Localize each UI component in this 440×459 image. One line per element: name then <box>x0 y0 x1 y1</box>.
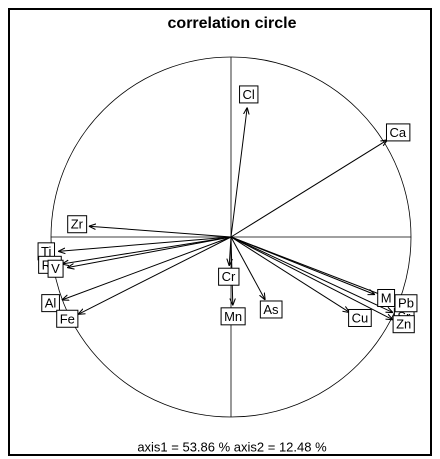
subtitle: axis1 = 53.86 % axis2 = 12.48 % <box>137 439 327 454</box>
arrow <box>230 236 395 300</box>
label-box <box>259 300 283 319</box>
arrow-label: Al <box>45 296 57 311</box>
arrow-label: Cu <box>352 310 369 325</box>
label-box <box>239 85 259 104</box>
label-box <box>218 267 240 286</box>
arrow-label: V <box>51 261 60 276</box>
arrow-label: Zr <box>71 217 84 232</box>
arrow-label: Fe <box>60 311 75 326</box>
arrow <box>62 236 232 264</box>
label-box <box>47 259 64 278</box>
arrow <box>230 140 388 238</box>
arrow-label: Pb <box>398 296 414 311</box>
arrow-label: Cr <box>222 269 236 284</box>
label-box <box>392 315 415 334</box>
arrow-label: Ca <box>389 125 406 140</box>
arrow <box>230 107 247 238</box>
arrow <box>58 236 232 251</box>
arrow <box>230 236 265 300</box>
arrow <box>230 236 350 313</box>
label-box <box>56 309 79 328</box>
arrow-label: Zn <box>396 317 411 332</box>
arrow-label: Mn <box>224 309 242 324</box>
arrow <box>67 236 232 268</box>
arrow-label: Cl <box>243 87 255 102</box>
label-box <box>67 215 88 234</box>
arrow <box>230 236 393 320</box>
arrow <box>230 236 393 313</box>
label-box <box>348 308 372 327</box>
label-box <box>385 123 411 142</box>
arrow-label: M <box>381 290 392 305</box>
frame <box>8 8 432 456</box>
arrow <box>89 226 232 238</box>
arrow <box>78 236 232 314</box>
arrow-label: Ti <box>41 244 51 259</box>
label-box <box>41 294 60 313</box>
label-box <box>394 294 418 313</box>
chart-title: correlation circle <box>168 15 297 32</box>
arrow-label: As <box>263 302 279 317</box>
arrow <box>62 236 232 300</box>
label-box <box>220 307 246 326</box>
